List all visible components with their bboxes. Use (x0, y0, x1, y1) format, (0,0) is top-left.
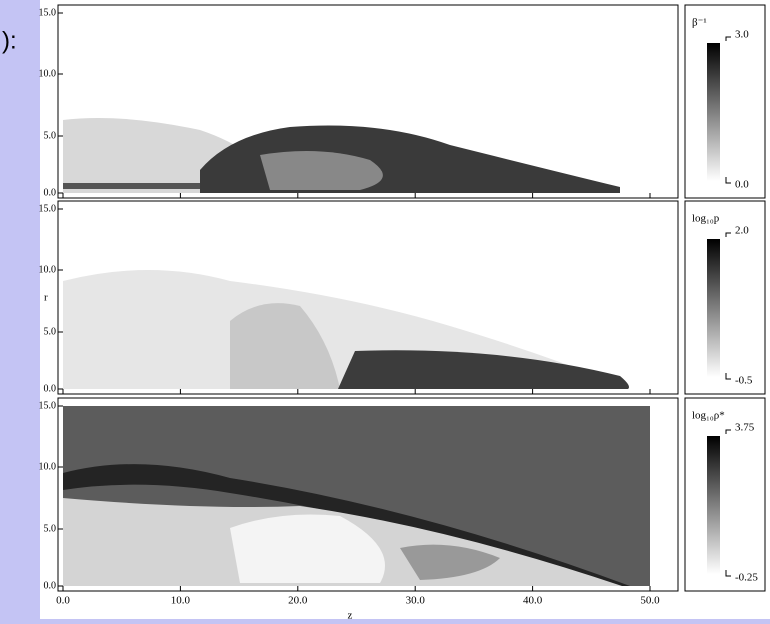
figure: ): r z 0.0 10.0 20.0 30.0 40.0 50.0 15.0 10.0 5.… (0, 0, 770, 619)
colorbar-max: 2.0 (735, 225, 749, 237)
x-tick-label: 30.0 (406, 595, 426, 607)
colorbar-label: log₁₀p (692, 213, 720, 225)
colorbar-min: -0.25 (735, 572, 758, 584)
y-tick-label: 0.0 (44, 580, 57, 591)
colorbar (707, 239, 720, 377)
x-tick-label: 20.0 (288, 595, 308, 607)
y-tick-label: 0.0 (44, 383, 57, 394)
x-tick-label: 0.0 (56, 595, 70, 607)
left-fragment: ): (2, 27, 17, 54)
colorbar-max: 3.75 (735, 422, 755, 434)
y-tick-label: 10.0 (39, 68, 57, 79)
x-tick-label: 10.0 (171, 595, 191, 607)
y-tick-label: 5.0 (44, 326, 57, 337)
y-tick-label: 10.0 (39, 264, 57, 275)
colorbar-frame (685, 201, 765, 394)
y-tick-label: 15.0 (39, 203, 57, 214)
colorbar-frame (685, 5, 765, 198)
y-tick-label: 5.0 (44, 523, 57, 534)
x-tick-label: 50.0 (640, 595, 660, 607)
colorbar-min: 0.0 (735, 179, 749, 191)
colorbar-label: log₁₀ρ* (692, 410, 725, 422)
y-tick-label: 15.0 (39, 7, 57, 18)
simulation-region (63, 183, 200, 189)
y-tick-label: 10.0 (39, 461, 57, 472)
colorbar-min: -0.5 (735, 375, 753, 387)
y-axis-label: r (44, 292, 48, 304)
colorbar (707, 436, 720, 574)
colorbar-max: 3.0 (735, 29, 749, 41)
colorbar-label: β⁻¹ (692, 17, 707, 29)
y-tick-label: 15.0 (39, 400, 57, 411)
x-tick-label: 40.0 (523, 595, 543, 607)
colorbar (707, 43, 720, 181)
y-tick-label: 5.0 (44, 130, 57, 141)
x-axis-label: z (348, 610, 353, 619)
y-tick-label: 0.0 (44, 187, 57, 198)
